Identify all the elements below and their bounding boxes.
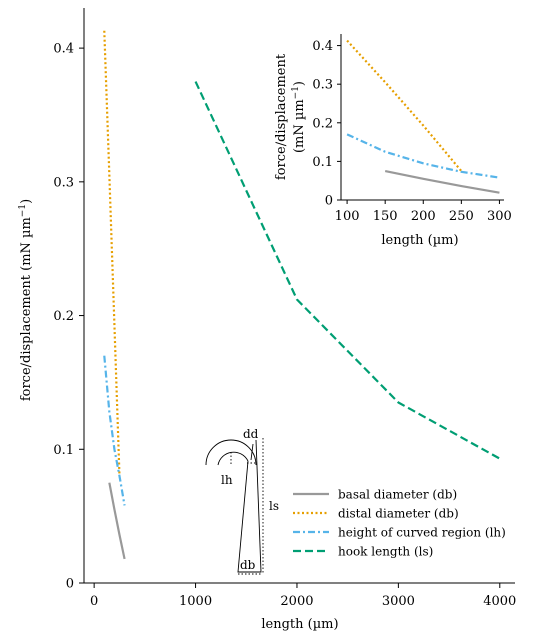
inset-y-axis-title-line1: force/displacement [274, 53, 289, 180]
inset-x-tick-label: 100 [335, 209, 360, 224]
main-x-tick-label: 3000 [382, 594, 415, 609]
inset-x-tick-label: 250 [449, 209, 474, 224]
main-y-axis-title: force/displacement (mN µm−1) [18, 199, 34, 401]
legend-label-3: hook length (ls) [338, 545, 433, 559]
inset-y-tick-label: 0.1 [312, 155, 333, 170]
hook-inner-curve [217, 451, 249, 466]
inset-series-group [346, 39, 500, 194]
inset-series-line-0 [384, 169, 500, 194]
inset-y-axis-title-line2: (mN µm−1) [291, 81, 307, 153]
main-y-ticks: 0 0.1 0.2 0.3 0.4 [53, 42, 84, 592]
main-series-line-0 [108, 482, 126, 560]
legend-label-2: height of curved region (lh) [338, 526, 506, 540]
inset-series-line-1 [346, 39, 463, 172]
diagram-label-db: db [240, 558, 256, 572]
inset-plot: 100 150 200 250 300 0 0.1 0.2 0.3 0.4 length (µm… [274, 34, 512, 248]
inset-x-tick-label: 200 [411, 209, 436, 224]
main-x-tick-label: 4000 [483, 594, 516, 609]
main-x-axis-title: length (µm) [261, 617, 338, 632]
hook-diagram: dd lh ls db [205, 427, 279, 575]
inset-y-axis-title-line2-exp: −1 [291, 86, 301, 99]
main-y-axis-title-main: force/displacement (mN µm [19, 217, 34, 401]
main-y-tick-label: 0.2 [53, 309, 74, 324]
inset-x-tick-label: 150 [373, 209, 398, 224]
inset-y-axis-title-line2-main: (mN µm [292, 99, 307, 153]
legend-label-0: basal diameter (db) [338, 488, 457, 502]
main-y-axis-title-exp: −1 [18, 204, 28, 217]
inset-series-line-2 [346, 133, 500, 179]
diagram-label-ls: ls [269, 499, 279, 513]
main-y-tick-label: 0.3 [53, 175, 74, 190]
main-x-ticks: 0 1000 2000 3000 4000 [90, 583, 516, 609]
inset-y-tick-label: 0.2 [312, 116, 333, 131]
main-x-tick-label: 0 [90, 594, 98, 609]
main-y-tick-label: 0.4 [53, 42, 74, 57]
legend: basal diameter (db) distal diameter (db) h… [293, 488, 506, 559]
diagram-label-dd: dd [243, 427, 259, 441]
main-x-tick-label: 2000 [280, 594, 313, 609]
distal-pointer-line [250, 443, 254, 461]
main-series-line-3 [194, 81, 501, 460]
inset-y-ticks: 0 0.1 0.2 0.3 0.4 [312, 39, 341, 209]
inset-y-tick-label: 0.3 [312, 78, 333, 93]
inset-y-axis-title-line2-close: ) [292, 81, 307, 86]
main-series-line-1 [103, 30, 121, 477]
main-x-tick-label: 1000 [179, 594, 212, 609]
legend-label-1: distal diameter (db) [338, 507, 459, 521]
inset-x-tick-label: 300 [487, 209, 512, 224]
main-y-tick-label: 0 [66, 577, 74, 592]
main-series-line-2 [103, 355, 126, 506]
main-series-group [103, 30, 501, 560]
inset-y-tick-label: 0.4 [312, 39, 333, 54]
main-y-tick-label: 0.1 [53, 443, 74, 458]
inset-x-ticks: 100 150 200 250 300 [335, 200, 512, 224]
inset-y-tick-label: 0 [325, 194, 333, 209]
hook-outer-curve [205, 439, 257, 466]
inset-x-axis-title: length (µm) [381, 233, 458, 248]
hook-shaft [237, 439, 262, 573]
main-plot: 0 1000 2000 3000 4000 00.10.20.30.4 length (… [18, 8, 516, 632]
main-y-axis-title-close: ) [19, 199, 34, 204]
diagram-label-lh: lh [221, 473, 233, 487]
